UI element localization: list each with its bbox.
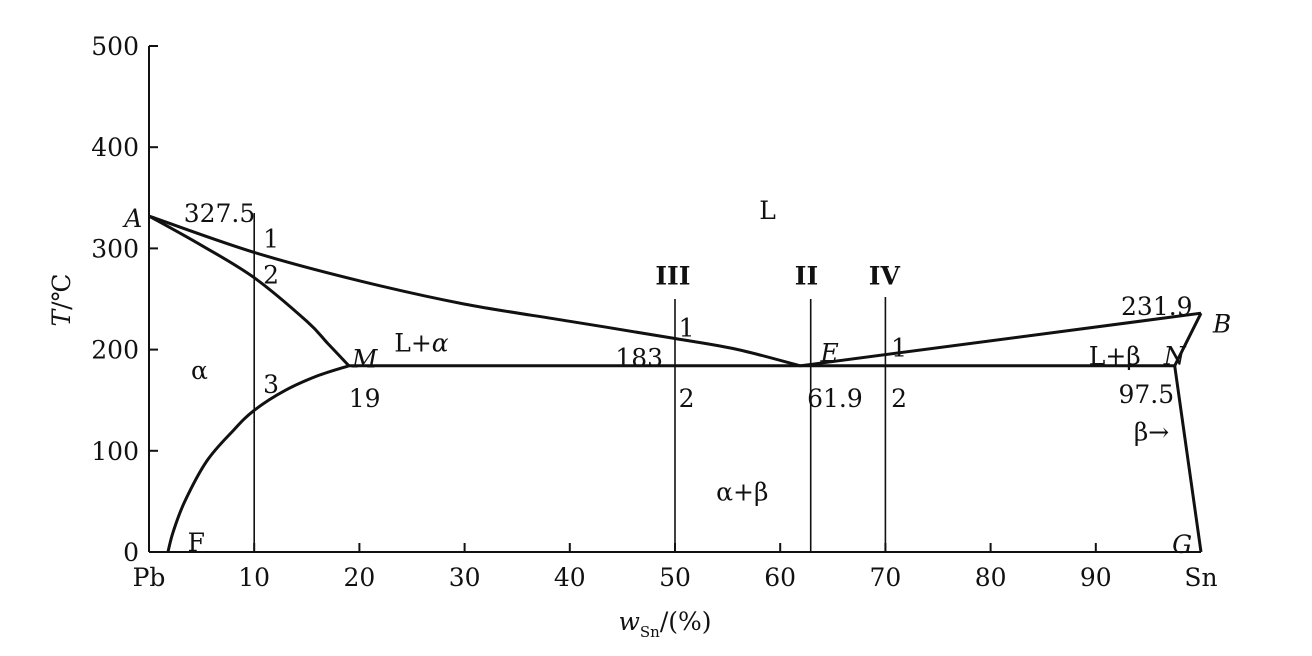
annotation-label: L bbox=[759, 196, 776, 225]
annotation-label: α+β bbox=[716, 477, 768, 506]
annotation-label: 231.9 bbox=[1121, 292, 1193, 321]
annotation-label: 1 bbox=[263, 224, 279, 253]
annotation-label: 1 bbox=[891, 334, 907, 363]
annotation-label: 2 bbox=[679, 384, 695, 413]
y-tick-label: 200 bbox=[91, 336, 139, 365]
annotation-label: L+α bbox=[394, 329, 449, 358]
y-tick-label: 300 bbox=[91, 234, 139, 263]
annotation-label: 19 bbox=[349, 384, 381, 413]
phase-boundaries bbox=[148, 214, 1203, 553]
y-axis-label: T/℃ bbox=[47, 273, 76, 326]
x-tick-label: 50 bbox=[659, 563, 691, 592]
y-tick-label: 500 bbox=[91, 32, 139, 61]
annotation-label: IV bbox=[869, 262, 901, 291]
boundary-solvus-alpha bbox=[166, 364, 350, 553]
y-tick-label: 0 bbox=[123, 538, 139, 567]
boundary-liquidus-right bbox=[800, 311, 1202, 368]
annotation-label: 3 bbox=[263, 370, 279, 399]
annotation-label: 61.9 bbox=[807, 384, 863, 413]
x-tick-label: 80 bbox=[975, 563, 1007, 592]
boundary-solidus-alpha bbox=[148, 214, 350, 367]
annotation-label: L+β bbox=[1089, 342, 1141, 371]
annotation-label: 2 bbox=[263, 261, 279, 290]
annotation-label: 183 bbox=[615, 344, 663, 373]
annotation-label: α bbox=[191, 356, 208, 385]
x-tick-label: 60 bbox=[764, 563, 796, 592]
annotation-label: E bbox=[820, 339, 839, 368]
axis-ticks: Pb 10 20 30 40 50 60 70 80 90 Sn 0 100 200 300 400 500 bbox=[91, 32, 1217, 592]
y-tick-label: 400 bbox=[91, 133, 139, 162]
boundary-liquidus-left bbox=[148, 214, 801, 368]
x-tick-label: Sn bbox=[1184, 563, 1217, 592]
annotation-label: 2 bbox=[891, 384, 907, 413]
annotation-label: 1 bbox=[679, 313, 695, 342]
annotation-label: III bbox=[655, 262, 690, 291]
x-tick-label: 90 bbox=[1080, 563, 1112, 592]
annotation-label: β→ bbox=[1134, 418, 1169, 447]
annotation-label: 97.5 bbox=[1118, 380, 1174, 409]
annotation-label: N bbox=[1163, 342, 1187, 371]
x-tick-label: 30 bbox=[449, 563, 481, 592]
x-tick-label: 70 bbox=[869, 563, 901, 592]
composition-lines bbox=[253, 212, 887, 552]
annotation-label: B bbox=[1212, 309, 1231, 338]
x-tick-label: 10 bbox=[238, 563, 270, 592]
y-tick-label: 100 bbox=[91, 437, 139, 466]
boundary-solidus-beta bbox=[1173, 312, 1203, 367]
annotation-label: M bbox=[351, 345, 379, 374]
annotation-label: G bbox=[1172, 530, 1192, 559]
x-tick-label: Pb bbox=[133, 563, 166, 592]
boundary-solvus-beta bbox=[1173, 365, 1203, 553]
x-tick-label: 40 bbox=[554, 563, 586, 592]
annotation-label: F bbox=[188, 528, 205, 557]
annotations: 327.5 A L 1 2 3 α L+α M 183 19 III 1 2 II IV E 1 61.9 2 α+β 2… bbox=[122, 196, 1231, 559]
annotation-label: A bbox=[122, 204, 142, 233]
x-tick-label: 20 bbox=[343, 563, 375, 592]
annotation-label: 327.5 bbox=[184, 199, 256, 228]
annotation-label: II bbox=[795, 262, 818, 291]
x-axis-label: wSn/(%) bbox=[618, 607, 711, 641]
axis-labels: wSn/(%) T/℃ bbox=[47, 273, 712, 641]
